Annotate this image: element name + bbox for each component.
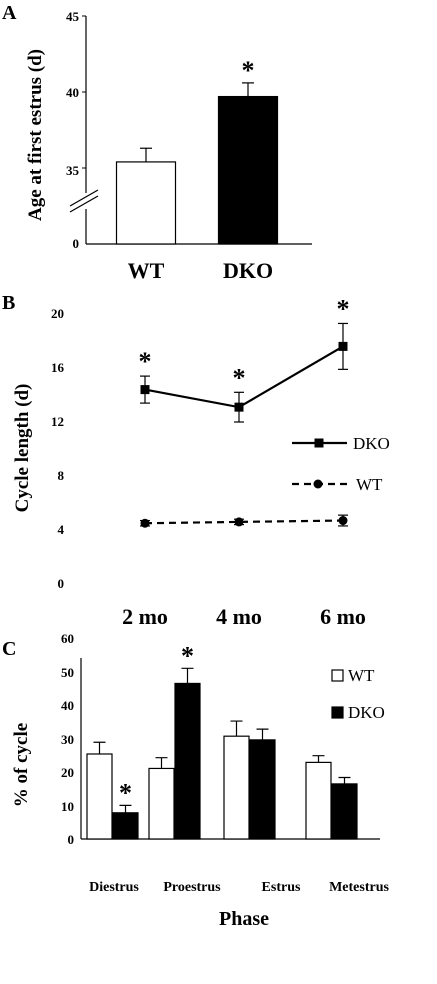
panel-c-bar-dko-3 — [331, 783, 358, 840]
panel-a-ytick-0: 35 — [66, 163, 80, 178]
panel-b-ytick-5: 20 — [51, 306, 64, 321]
panel-b-point-dko-2 — [338, 341, 348, 351]
panel-a-ytick-2: 45 — [66, 9, 80, 24]
panel-c-ylabel: % of cycle — [11, 723, 32, 807]
panel-b-star-dko-0: * — [139, 347, 152, 376]
panel-c-label: C — [2, 638, 16, 660]
panel-b: B Cycle length (d) 0 4 8 12 16 20 * * * … — [2, 292, 390, 629]
panel-b-legend-marker-wt — [313, 479, 323, 489]
panel-c-errorbar-dko-1 — [181, 667, 194, 684]
panel-c-errorbar-wt-0 — [93, 741, 106, 754]
panel-c: C % of cycle 0 10 20 30 40 50 60 * * WT … — [2, 631, 389, 930]
panel-b-ytick-3: 12 — [51, 414, 64, 429]
panel-b-xlabel-1: 4 mo — [216, 604, 262, 629]
panel-b-legend-label-dko: DKO — [353, 434, 390, 453]
panel-c-ytick-0: 0 — [68, 832, 75, 847]
panel-b-star-dko-1: * — [233, 363, 246, 392]
panel-c-ytick-2: 20 — [61, 765, 74, 780]
panel-b-xlabel-0: 2 mo — [122, 604, 168, 629]
panel-c-errorbar-wt-3 — [312, 755, 325, 763]
panel-c-ytick-4: 40 — [61, 698, 74, 713]
panel-b-ytick-0: 0 — [58, 576, 65, 591]
panel-b-legend-marker-dko — [314, 438, 324, 448]
panel-a-ylabel: Age at first estrus (d) — [25, 49, 46, 221]
panel-b-star-dko-2: * — [337, 294, 350, 323]
panel-b-xlabel-2: 6 mo — [320, 604, 366, 629]
panel-b-point-wt-2 — [338, 516, 348, 526]
panel-a-axis-break-2 — [69, 195, 99, 213]
panel-a-bar-dko — [217, 95, 279, 245]
panel-b-line-wt — [144, 519, 344, 525]
panel-a-star-dko: * — [242, 56, 255, 85]
panel-c-xlabel-0: Diestrus — [89, 880, 139, 895]
panel-a-xlabel-dko: DKO — [223, 258, 273, 283]
panel-c-xlabel-3: Metestrus — [329, 880, 389, 895]
panel-c-legend-swatch-wt — [331, 669, 344, 682]
panel-b-point-dko-0 — [140, 385, 150, 395]
panel-c-bar-wt-0 — [86, 753, 113, 840]
panel-c-legend-label-dko: DKO — [348, 703, 385, 722]
panel-b-label: B — [2, 292, 15, 314]
panel-c-errorbar-dko-3 — [338, 776, 351, 784]
panel-a-bar-wt — [115, 161, 177, 245]
panel-c-xaxis-title: Phase — [219, 908, 269, 930]
panel-b-ytick-2: 8 — [58, 468, 65, 483]
panel-c-bar-dko-1 — [174, 682, 201, 840]
panel-a-label: A — [2, 2, 17, 24]
panel-a-axis-break-1 — [69, 189, 99, 207]
panel-c-bar-wt-1 — [148, 767, 175, 840]
panel-c-bar-dko-0 — [112, 812, 139, 840]
panel-b-legend-label-wt: WT — [356, 475, 383, 494]
panel-a-ytick-1: 40 — [66, 85, 79, 100]
panel-b-ytick-1: 4 — [58, 522, 65, 537]
panel-c-xlabel-1: Proestrus — [163, 880, 221, 895]
panel-b-ytick-4: 16 — [51, 360, 65, 375]
panel-c-legend-label-wt: WT — [348, 666, 375, 685]
panel-b-ylabel: Cycle length (d) — [12, 384, 33, 513]
panel-c-errorbar-dko-2 — [256, 728, 269, 740]
panel-a: A Age at first estrus (d) 35 40 45 0 * W… — [2, 2, 312, 283]
panel-c-bar-dko-2 — [249, 739, 276, 840]
panel-c-ytick-5: 50 — [61, 665, 74, 680]
panel-c-star-dko-1: * — [181, 641, 194, 670]
panel-c-bar-wt-2 — [223, 735, 250, 840]
panel-c-errorbar-wt-2 — [230, 720, 243, 737]
panel-c-star-dko-0: * — [119, 778, 132, 807]
panel-a-xlabel-wt: WT — [128, 258, 165, 283]
panel-b-point-dko-1 — [234, 402, 244, 412]
panel-c-xlabel-2: Estrus — [262, 880, 301, 895]
panel-c-ytick-6: 60 — [61, 631, 74, 646]
panel-c-legend-swatch-dko — [331, 706, 344, 719]
panel-c-bar-wt-3 — [305, 761, 332, 840]
panel-c-ytick-1: 10 — [61, 799, 74, 814]
panel-a-ytick-baseline: 0 — [73, 236, 80, 251]
panel-c-errorbar-dko-0 — [119, 804, 132, 813]
panel-c-errorbar-wt-1 — [155, 757, 168, 769]
panel-c-ytick-3: 30 — [61, 732, 74, 747]
